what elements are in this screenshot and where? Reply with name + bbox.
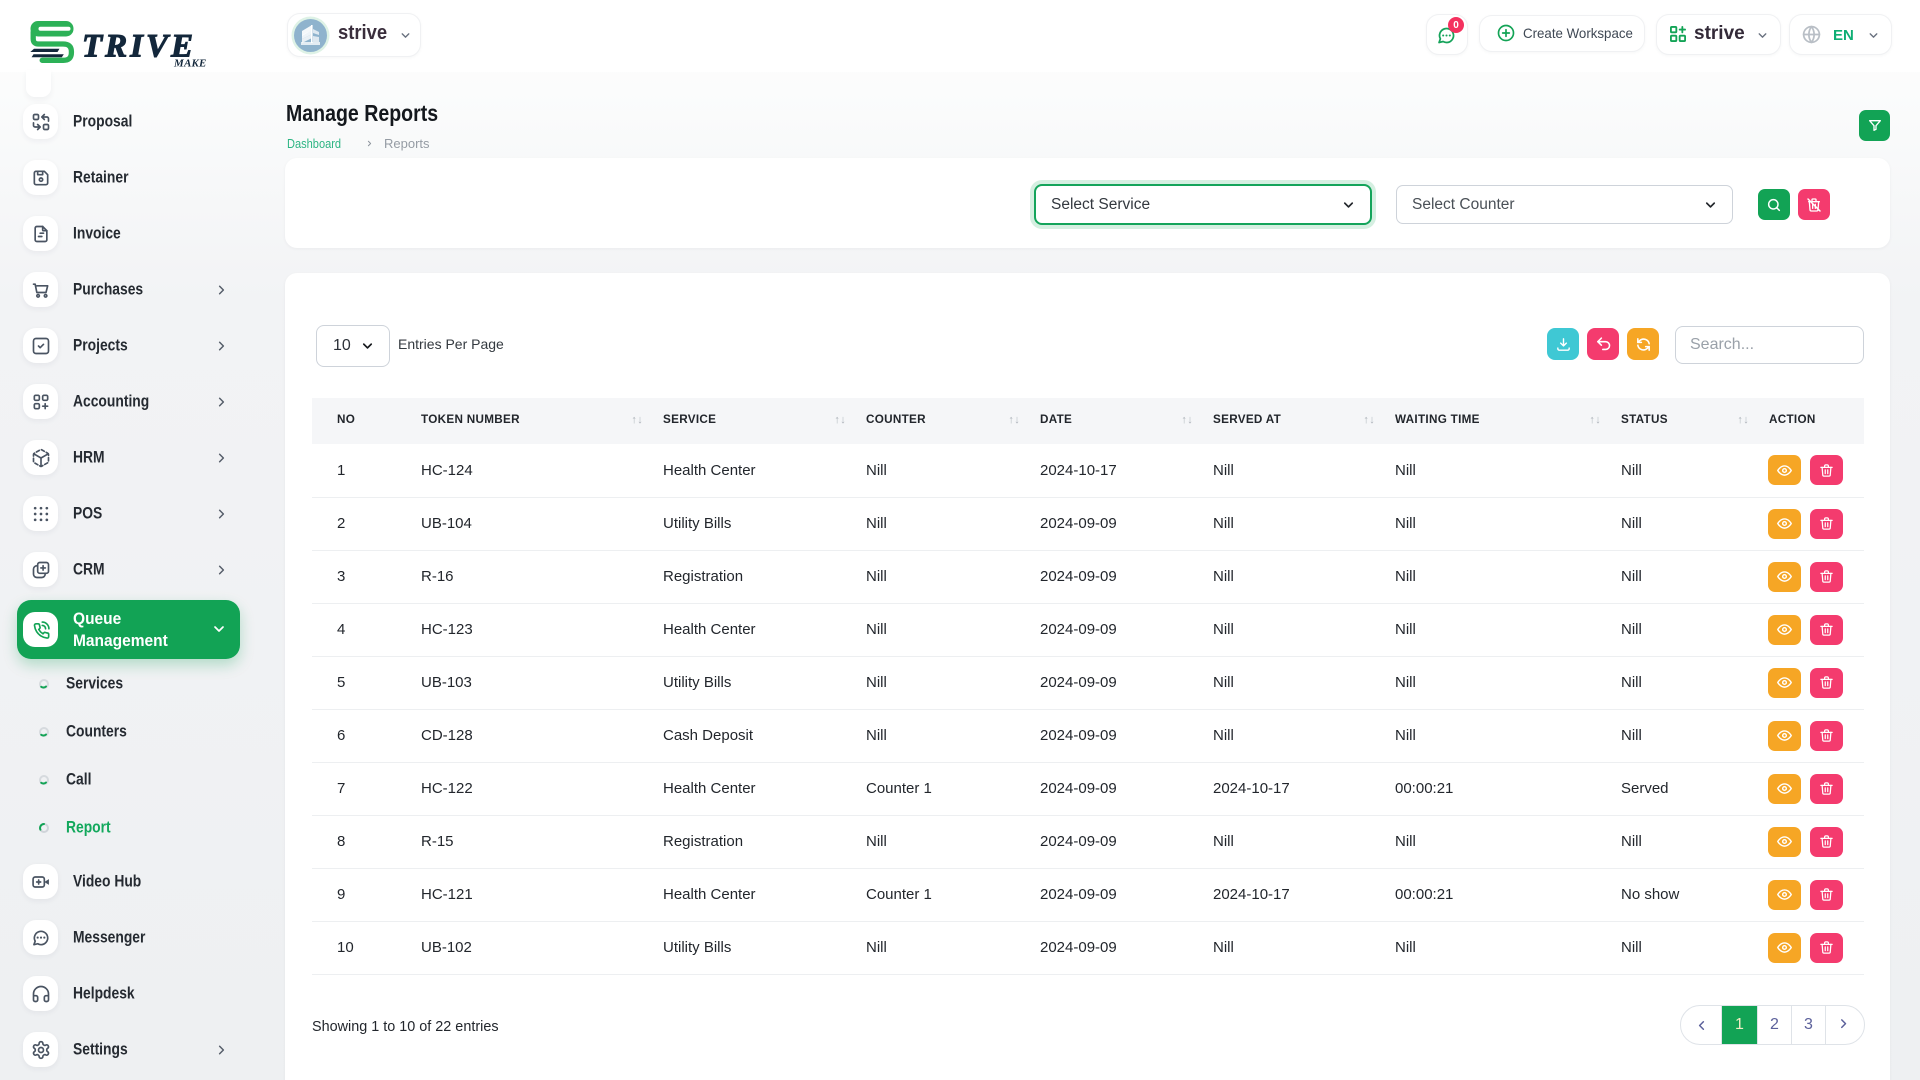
- svg-text:TRIVE: TRIVE: [82, 29, 196, 65]
- svg-text:MAKE: MAKE: [173, 58, 207, 70]
